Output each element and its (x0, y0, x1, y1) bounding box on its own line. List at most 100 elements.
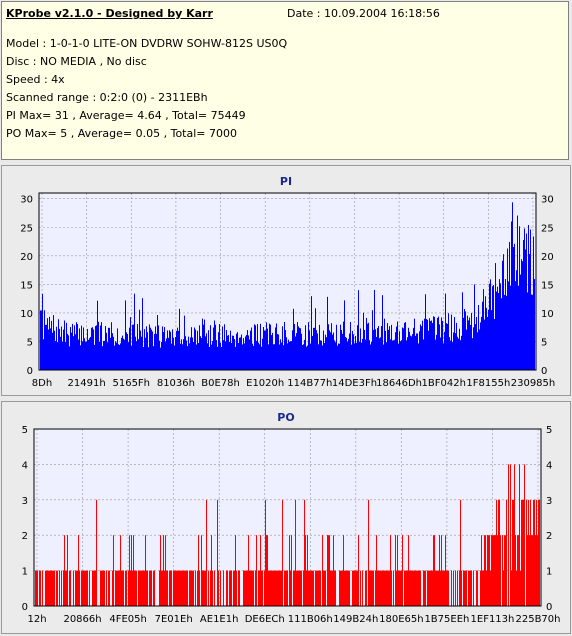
bar (250, 570, 251, 606)
bar (268, 344, 269, 370)
bar (93, 329, 94, 370)
bar (505, 278, 506, 370)
bar (133, 324, 134, 370)
bar (284, 322, 285, 370)
bar (401, 570, 402, 606)
bar (352, 330, 353, 370)
bar (446, 570, 447, 606)
bar (159, 570, 160, 606)
bar (325, 570, 326, 606)
bar (106, 332, 107, 370)
bar (304, 499, 305, 606)
bar (325, 334, 326, 370)
y-tick-label-left: 4 (22, 460, 28, 471)
bar (132, 570, 133, 606)
bar (162, 570, 163, 606)
bar (370, 344, 371, 370)
bar (519, 226, 520, 370)
bar (75, 570, 76, 606)
bar (167, 570, 168, 606)
bar (117, 328, 118, 370)
y-tick-label-right: 4 (546, 460, 552, 471)
bar (279, 344, 280, 370)
bar (162, 326, 163, 370)
bar (494, 535, 495, 606)
bar (277, 570, 278, 606)
bar (477, 570, 478, 606)
bar (491, 535, 492, 606)
bar (488, 309, 489, 370)
bar (147, 332, 148, 370)
bar (451, 314, 452, 370)
bar (507, 248, 508, 370)
bar (512, 202, 513, 370)
bar (282, 499, 283, 606)
bar (112, 333, 113, 370)
bar (318, 344, 319, 370)
bar (217, 346, 218, 370)
bar (297, 570, 298, 606)
bar (479, 329, 480, 370)
bar (521, 259, 522, 370)
bar (119, 345, 120, 370)
bar (435, 570, 436, 606)
bar (424, 570, 425, 606)
bar (120, 535, 121, 606)
x-tick-label: 7E01Eh (155, 614, 193, 625)
bar (436, 334, 437, 370)
bar (387, 570, 388, 606)
bar (372, 570, 373, 606)
bar (154, 334, 155, 370)
bar (251, 327, 252, 370)
bar (392, 340, 393, 370)
bar (113, 535, 114, 606)
bar (275, 327, 276, 370)
chart-title: PI (280, 175, 292, 188)
bar (153, 570, 154, 606)
bar (311, 570, 312, 606)
bar (94, 570, 95, 606)
bar (356, 570, 357, 606)
bar (136, 570, 137, 606)
bar (417, 333, 418, 370)
bar (382, 570, 383, 606)
bar (238, 343, 239, 370)
bar (69, 570, 70, 606)
bar (201, 535, 202, 606)
bar (61, 570, 62, 606)
bar (173, 337, 174, 370)
bar (145, 337, 146, 370)
bar (386, 570, 387, 606)
bar (134, 570, 135, 606)
bar (182, 570, 183, 606)
bar (317, 333, 318, 370)
bar (71, 332, 72, 370)
bar (142, 570, 143, 606)
bar (307, 535, 308, 606)
bar (179, 308, 180, 370)
bar (418, 343, 419, 370)
bar (465, 570, 466, 606)
bar (239, 570, 240, 606)
bar (499, 499, 500, 606)
bar (355, 335, 356, 370)
bar (273, 570, 274, 606)
bar (281, 342, 282, 370)
bar (300, 570, 301, 606)
bar (320, 340, 321, 370)
bar (65, 570, 66, 606)
bar (466, 329, 467, 370)
bar (210, 325, 211, 370)
y-tick-label-right: 10 (541, 309, 554, 320)
bar (61, 326, 62, 370)
bar (403, 328, 404, 370)
bar (384, 570, 385, 606)
bar (130, 570, 131, 606)
bar (42, 570, 43, 606)
bar (290, 570, 291, 606)
bar (149, 324, 150, 370)
bar (108, 570, 109, 606)
bar (81, 570, 82, 606)
bar (119, 570, 120, 606)
bar (519, 464, 520, 606)
